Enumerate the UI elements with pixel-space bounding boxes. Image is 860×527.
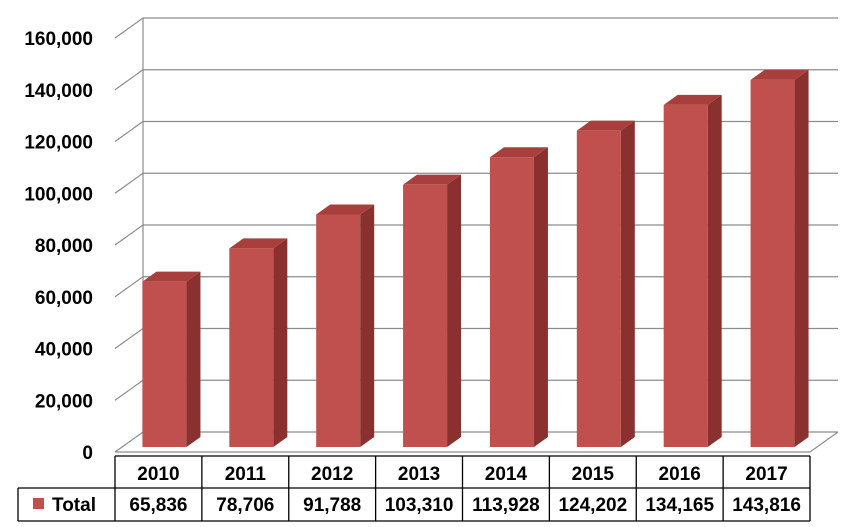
bar-top bbox=[316, 204, 375, 215]
bar-side bbox=[707, 94, 722, 448]
y-tick-label: 160,000 bbox=[24, 29, 93, 50]
y-tick-label: 140,000 bbox=[24, 81, 93, 102]
data-label: 78,706 bbox=[216, 495, 274, 516]
data-label: 91,788 bbox=[303, 495, 361, 516]
chart-walls bbox=[114, 18, 839, 453]
gridline bbox=[114, 327, 838, 349]
bar-front bbox=[229, 248, 274, 447]
bar-top bbox=[403, 174, 462, 185]
bar-front bbox=[316, 214, 361, 447]
bar-front bbox=[403, 184, 448, 448]
x-tick-label: 2014 bbox=[485, 464, 528, 485]
bar-front bbox=[489, 157, 534, 447]
data-label: 103,310 bbox=[385, 495, 454, 516]
gridline bbox=[114, 17, 838, 39]
bar-top bbox=[229, 238, 288, 249]
y-tick-label: 20,000 bbox=[35, 391, 93, 412]
y-axis-ticks: 0 20,000 40,000 60,000 80,000 100,000 120,000 1… bbox=[24, 29, 93, 464]
data-table: Total 2010 65,836 2011 78,706 2012 91,788 2013 1… bbox=[17, 455, 811, 522]
bar bbox=[403, 174, 462, 448]
gridline bbox=[114, 276, 838, 298]
bars bbox=[142, 69, 809, 448]
gridline bbox=[114, 224, 838, 246]
bar-front bbox=[576, 130, 621, 447]
bar bbox=[576, 120, 635, 448]
bar-front bbox=[750, 79, 795, 447]
bar bbox=[489, 147, 548, 447]
data-label: 143,816 bbox=[732, 495, 801, 516]
bar-top bbox=[142, 271, 201, 282]
bar bbox=[750, 69, 809, 447]
y-tick-label: 60,000 bbox=[35, 288, 93, 309]
x-tick-label: 2016 bbox=[659, 464, 701, 485]
bar bbox=[316, 204, 375, 447]
legend-key bbox=[33, 498, 44, 509]
bar-front bbox=[142, 281, 187, 447]
floor-left-edge bbox=[114, 431, 144, 453]
bar-top bbox=[663, 94, 722, 105]
legend-label: Total bbox=[52, 495, 96, 516]
y-tick-label: 100,000 bbox=[24, 184, 93, 205]
gridline bbox=[114, 120, 838, 142]
gridline bbox=[114, 69, 838, 91]
data-label: 124,202 bbox=[558, 495, 627, 516]
bar-side bbox=[360, 204, 375, 447]
bar-side bbox=[447, 174, 462, 448]
data-label: 65,836 bbox=[129, 495, 187, 516]
y-tick-label: 0 bbox=[82, 443, 93, 464]
gridlines bbox=[114, 17, 838, 401]
bar bbox=[663, 94, 722, 448]
x-tick-label: 2013 bbox=[398, 464, 440, 485]
gridline bbox=[114, 379, 838, 401]
bar bbox=[229, 238, 288, 447]
x-tick-label: 2012 bbox=[311, 464, 353, 485]
bar-top bbox=[576, 120, 635, 131]
data-label: 113,928 bbox=[472, 495, 540, 516]
data-label: 134,165 bbox=[645, 495, 714, 516]
bar-top bbox=[489, 147, 548, 158]
bar-side bbox=[186, 271, 201, 447]
bar-side bbox=[533, 147, 548, 447]
y-tick-label: 40,000 bbox=[35, 340, 93, 361]
gridline bbox=[114, 172, 838, 194]
y-tick-label: 120,000 bbox=[24, 133, 93, 154]
bar-side bbox=[794, 69, 809, 447]
bar bbox=[142, 271, 201, 447]
floor-right-edge bbox=[809, 431, 839, 453]
bar-top bbox=[750, 69, 809, 80]
bar-side bbox=[620, 120, 635, 448]
x-tick-label: 2017 bbox=[745, 464, 787, 485]
bar-side bbox=[273, 238, 288, 447]
y-tick-label: 80,000 bbox=[35, 236, 93, 257]
x-tick-label: 2011 bbox=[225, 464, 267, 485]
x-tick-label: 2010 bbox=[137, 464, 179, 485]
x-tick-label: 2015 bbox=[572, 464, 615, 485]
bar-front bbox=[663, 104, 708, 448]
